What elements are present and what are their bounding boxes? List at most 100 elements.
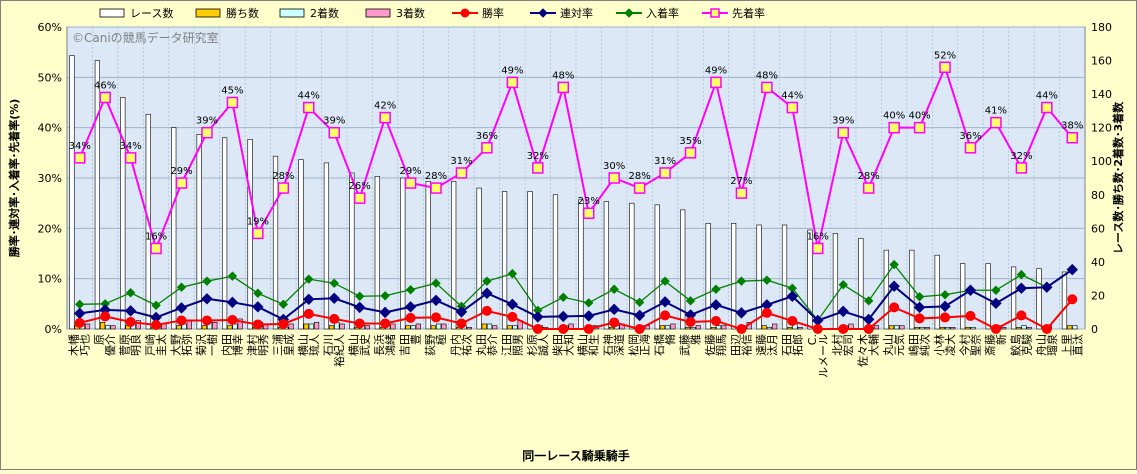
point-place_rate: [481, 287, 493, 299]
point-beat_rate: [150, 242, 162, 255]
point-beat_rate: [735, 187, 748, 199]
line-group: [73, 61, 1079, 334]
point-show_rate: [304, 274, 314, 284]
data-label-beat-rate: 46%: [94, 80, 116, 91]
bar-third: [797, 327, 803, 330]
point-beat_rate: [1066, 131, 1079, 144]
x-tick-label-surname: 柴田: [550, 334, 564, 356]
x-tick-label-surname: 大野: [169, 334, 183, 356]
x-tick-label-surname: 丸山: [882, 334, 895, 356]
point-place_rate: [913, 301, 926, 314]
x-tick-label-given: 翔馬: [714, 334, 728, 356]
point-beat_rate: [201, 126, 213, 139]
point-show_rate: [584, 298, 594, 308]
point-place_rate: [888, 280, 900, 292]
point-beat_rate: [1041, 101, 1053, 114]
point-win_rate: [965, 310, 976, 321]
x-tick-label-given: 裕紀人: [333, 334, 346, 367]
data-label-beat-rate: 40%: [883, 111, 905, 122]
x-tick-label-given: 宏司: [841, 334, 855, 356]
x-tick-label-given: 元気: [892, 334, 906, 356]
y-left-tick-label: 40%: [38, 122, 62, 135]
bar-races: [654, 204, 660, 330]
point-place_rate: [964, 284, 977, 296]
bar-third: [313, 321, 320, 330]
y-left-tick-label: 10%: [38, 273, 62, 286]
legend-label-beat_rate: 先着率: [732, 6, 765, 20]
bar-wins: [659, 325, 666, 330]
point-beat_rate: [1015, 162, 1028, 174]
bar-second: [970, 327, 976, 330]
legend-marker-place_rate: [538, 8, 548, 18]
data-label-beat-rate: 16%: [145, 231, 167, 242]
point-place_rate: [786, 290, 799, 302]
point-beat_rate: [455, 167, 468, 179]
point-place_rate: [506, 298, 519, 311]
data-label-beat-rate: 44%: [298, 91, 320, 102]
bar-third: [695, 325, 701, 330]
data-label-beat-rate: 28%: [858, 171, 880, 182]
bar-races: [425, 181, 431, 330]
x-tick-label-surname: 石神: [601, 334, 615, 356]
data-label-beat-rate: 36%: [959, 131, 981, 142]
point-win_rate: [1041, 324, 1052, 334]
series-line-beat_rate: [78, 64, 1074, 252]
x-tick-label-given: 豊: [410, 334, 423, 345]
point-win_rate: [354, 318, 365, 329]
point-win_rate: [431, 312, 442, 323]
bar-wins: [761, 325, 767, 330]
x-tick-label-given: 琉人: [307, 334, 321, 356]
point-place_rate: [201, 293, 213, 305]
point-show_rate: [914, 292, 925, 302]
series-line-win_rate: [79, 298, 1074, 331]
point-win_rate: [583, 324, 594, 334]
x-tick-label-given: 脩: [663, 334, 677, 345]
x-tick-label-surname: 菅原: [119, 334, 132, 356]
point-place_rate: [328, 292, 340, 305]
x-tick-label-surname: 木幡: [67, 334, 81, 356]
x-tick-label-given: 大知: [561, 334, 575, 356]
point-show_rate: [151, 300, 161, 311]
y-left-tick-label: 0%: [45, 323, 62, 336]
data-label-beat-rate: 31%: [450, 156, 472, 167]
y-right-tick-label: 60: [1091, 222, 1105, 235]
y-right-tick-label: 140: [1091, 88, 1112, 101]
bar-wins: [608, 327, 615, 330]
bar-races: [323, 162, 330, 330]
point-place_rate: [990, 297, 1002, 310]
bar-races: [1061, 271, 1068, 330]
bar-races: [603, 201, 609, 330]
bar-races: [196, 134, 202, 330]
bar-races: [883, 249, 889, 330]
point-win_rate: [151, 319, 162, 330]
point-win_rate: [558, 324, 569, 334]
point-win_rate: [303, 308, 314, 319]
x-tick-label-surname: 内田: [219, 334, 233, 356]
bar-wins: [965, 327, 971, 330]
bar-second: [308, 323, 314, 330]
point-place_rate: [659, 296, 671, 308]
data-label-beat-rate: 48%: [756, 70, 778, 81]
data-label-beat-rate: 29%: [170, 166, 192, 177]
point-win_rate: [125, 316, 136, 327]
point-beat_rate: [633, 182, 646, 194]
bar-second: [105, 325, 111, 330]
x-tick-label-surname: 杉原: [525, 334, 539, 356]
x-tick-label-surname: 横山: [296, 334, 310, 356]
x-tick-label-given: 博幸: [231, 334, 244, 356]
point-place_rate: [710, 299, 722, 311]
x-tick-label-surname: 丹内: [448, 334, 462, 356]
data-label-beat-rate: 39%: [832, 116, 854, 127]
bar-third: [1001, 327, 1007, 330]
x-tick-label-given: 雅: [689, 334, 703, 345]
x-tick-label-given: 聖奈: [968, 334, 982, 356]
bar-races: [858, 238, 864, 330]
data-label-beat-rate: 28%: [425, 171, 447, 182]
bar-wins: [481, 323, 487, 330]
point-win_rate: [532, 324, 543, 334]
point-win_rate: [481, 305, 492, 316]
bar-races: [374, 176, 380, 330]
point-show_rate: [634, 297, 645, 308]
